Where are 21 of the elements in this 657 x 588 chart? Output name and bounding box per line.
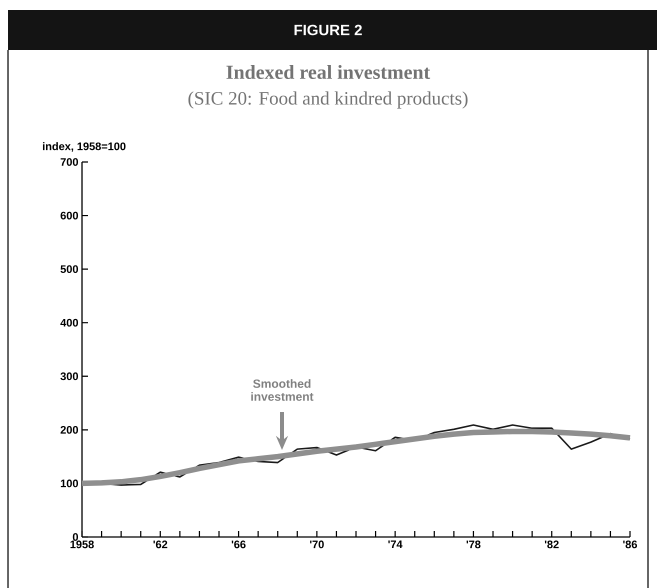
x-tick-label: '86 xyxy=(623,540,638,548)
y-tick-label: 500 xyxy=(60,265,78,274)
x-tick-label: '78 xyxy=(466,540,480,548)
y-tick-label: 600 xyxy=(60,212,78,220)
x-tick-label: '70 xyxy=(310,540,324,548)
y-tick-label: 100 xyxy=(60,480,78,488)
x-tick-label: '62 xyxy=(153,540,168,548)
y-tick-label: 0 xyxy=(72,533,78,541)
x-tick-label: 1958 xyxy=(70,540,94,548)
annotation: Smoothed investment xyxy=(251,379,314,401)
y-axis-title: index, 1958=100 xyxy=(42,142,126,152)
y-tick-label: 300 xyxy=(60,372,78,380)
y-tick-label: 200 xyxy=(60,426,78,434)
chart-title: Indexed real investment xyxy=(226,64,430,79)
chart-subtitle: (SIC 20: Food and kindred products) xyxy=(188,91,468,109)
x-tick-label: '74 xyxy=(388,540,402,548)
y-tick-label: 700 xyxy=(60,158,78,166)
x-tick-label: '82 xyxy=(544,540,559,548)
y-tick-label: 400 xyxy=(60,318,78,327)
x-tick-label: '66 xyxy=(232,540,246,548)
caption: FIGURE 2 xyxy=(294,24,362,36)
